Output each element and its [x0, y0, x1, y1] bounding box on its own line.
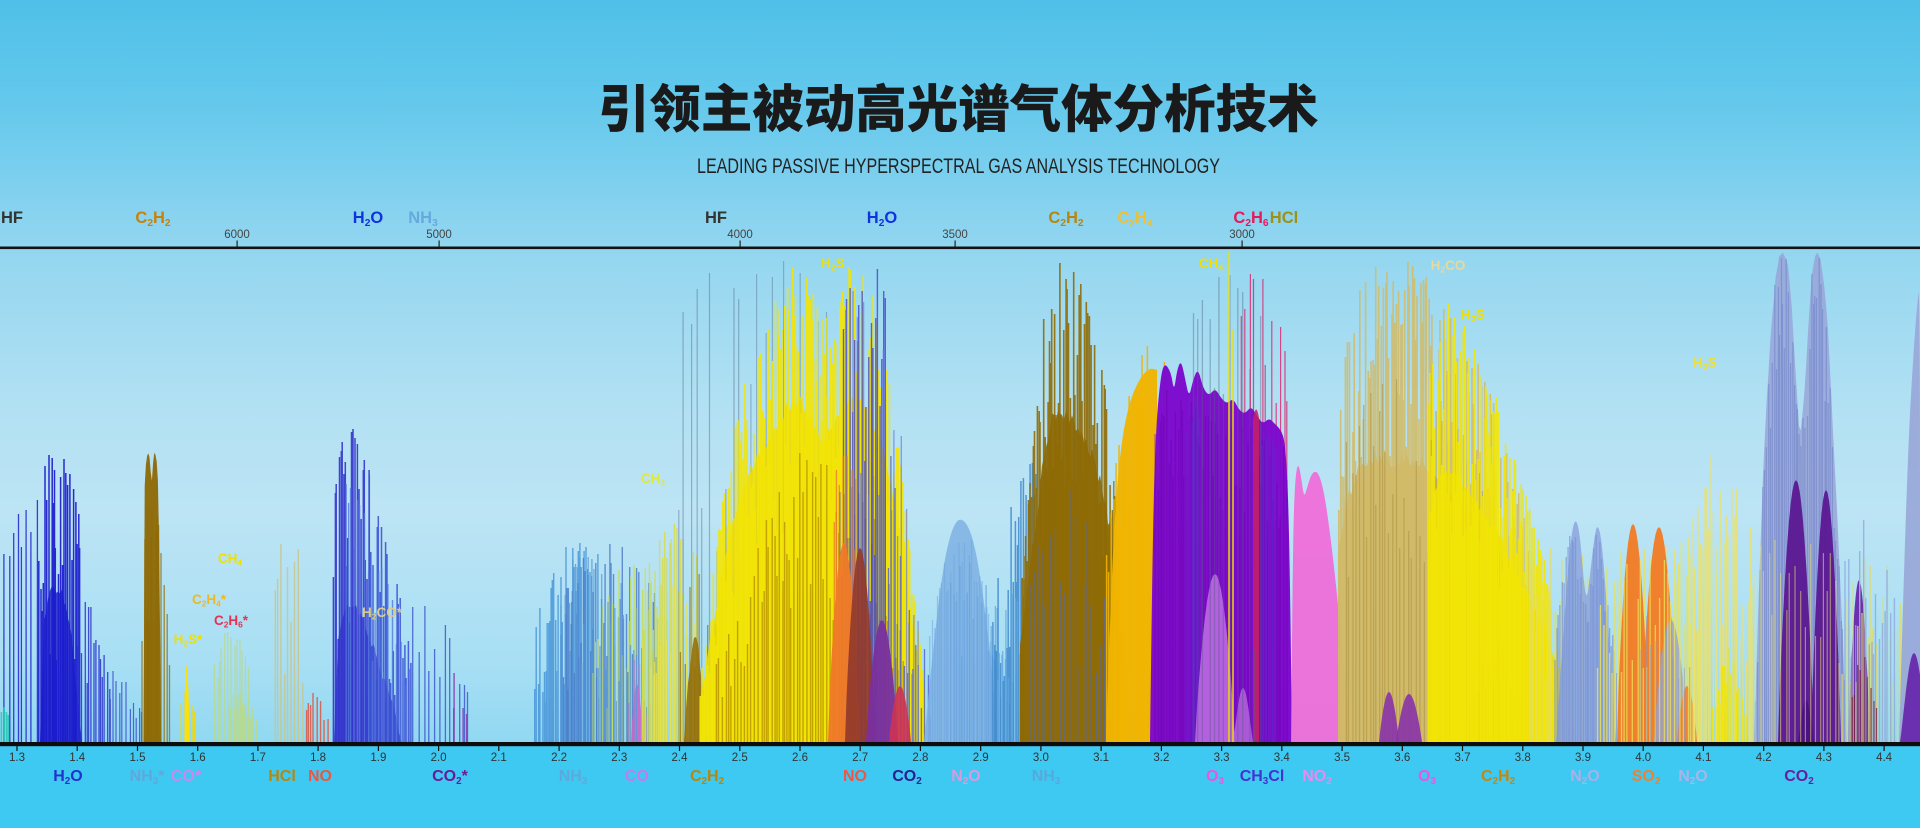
svg-text:H2​O: H2​O: [53, 768, 83, 787]
svg-text:3.0: 3.0: [1033, 752, 1049, 764]
svg-text:1.4: 1.4: [69, 752, 86, 764]
svg-text:H2​S: H2​S: [821, 256, 844, 272]
svg-text:2.4: 2.4: [672, 752, 689, 764]
svg-text:4000: 4000: [727, 229, 753, 241]
svg-text:C2​H6​: C2​H6​: [1233, 209, 1269, 229]
svg-text:H2​O: H2​O: [353, 209, 384, 229]
svg-text:3500: 3500: [942, 229, 968, 241]
svg-text:H2​S: H2​S: [1461, 307, 1484, 323]
svg-text:HCl: HCl: [268, 768, 296, 785]
svg-text:3.9: 3.9: [1575, 752, 1591, 764]
svg-text:2.2: 2.2: [551, 752, 567, 764]
svg-text:2.5: 2.5: [732, 752, 748, 764]
svg-text:2.7: 2.7: [852, 752, 868, 764]
svg-text:N2​O: N2​O: [1678, 768, 1708, 787]
svg-text:5000: 5000: [426, 229, 452, 241]
svg-text:H2​S: H2​S: [1693, 355, 1716, 371]
svg-text:3.4: 3.4: [1274, 752, 1291, 764]
svg-text:H2​O: H2​O: [867, 209, 898, 229]
svg-text:C2​H2​: C2​H2​: [135, 209, 171, 229]
svg-text:C2​H6​*: C2​H6​*: [214, 613, 249, 629]
svg-text:LEADING PASSIVE HYPERSPECTRAL: LEADING PASSIVE HYPERSPECTRAL GAS ANALYS…: [697, 154, 1220, 178]
svg-text:3.3: 3.3: [1214, 752, 1230, 764]
svg-text:1.8: 1.8: [310, 752, 326, 764]
svg-text:CO: CO: [625, 768, 649, 785]
svg-text:CH4​: CH4​: [1199, 256, 1224, 272]
svg-text:2.0: 2.0: [431, 752, 447, 764]
svg-text:C2​H4​*: C2​H4​*: [192, 592, 227, 608]
svg-text:NH3​: NH3​: [1032, 768, 1061, 787]
svg-text:HF: HF: [1, 209, 23, 227]
svg-text:SO2​: SO2​: [1632, 768, 1661, 787]
svg-text:4.4: 4.4: [1876, 752, 1893, 764]
svg-text:6000: 6000: [224, 229, 250, 241]
svg-text:2.1: 2.1: [491, 752, 507, 764]
svg-text:1.6: 1.6: [190, 752, 206, 764]
svg-text:3.5: 3.5: [1334, 752, 1350, 764]
svg-text:C2​H2​: C2​H2​: [690, 768, 725, 787]
svg-text:C2​H2​: C2​H2​: [1481, 768, 1516, 787]
svg-text:1.7: 1.7: [250, 752, 266, 764]
svg-text:3.6: 3.6: [1394, 752, 1410, 764]
svg-text:1.9: 1.9: [370, 752, 386, 764]
svg-text:C2​H4​: C2​H4​: [1117, 209, 1153, 229]
svg-text:4.0: 4.0: [1635, 752, 1651, 764]
svg-text:H2​CO: H2​CO: [1431, 258, 1466, 274]
svg-text:2.6: 2.6: [792, 752, 808, 764]
svg-text:NH3​: NH3​: [408, 209, 438, 229]
svg-text:CO*: CO*: [171, 768, 202, 785]
svg-text:2.3: 2.3: [611, 752, 627, 764]
svg-text:3.7: 3.7: [1455, 752, 1471, 764]
svg-text:3.8: 3.8: [1515, 752, 1531, 764]
svg-text:2.9: 2.9: [973, 752, 989, 764]
svg-text:NH3​*: NH3​*: [130, 768, 166, 787]
svg-text:3.1: 3.1: [1093, 752, 1109, 764]
svg-text:NO: NO: [308, 768, 332, 785]
svg-text:CO2​*: CO2​*: [432, 768, 469, 787]
svg-text:CH4​: CH4​: [641, 471, 666, 487]
svg-text:N2​O: N2​O: [1570, 768, 1600, 787]
svg-text:1.5: 1.5: [130, 752, 146, 764]
svg-text:NO: NO: [843, 768, 867, 785]
svg-text:N2​O: N2​O: [951, 768, 981, 787]
svg-text:H2​CO*: H2​CO*: [362, 605, 403, 621]
svg-text:CH4​: CH4​: [218, 551, 243, 567]
svg-text:NO2​: NO2​: [1302, 768, 1332, 787]
svg-text:3.2: 3.2: [1153, 752, 1169, 764]
svg-text:HCl: HCl: [1270, 209, 1298, 227]
svg-text:4.1: 4.1: [1695, 752, 1711, 764]
svg-text:C2​H2​: C2​H2​: [1048, 209, 1084, 229]
svg-text:2.8: 2.8: [912, 752, 928, 764]
svg-text:NH3​: NH3​: [559, 768, 588, 787]
svg-text:HF: HF: [705, 209, 727, 227]
svg-text:CO2​: CO2​: [1784, 768, 1814, 787]
svg-text:H2​S*: H2​S*: [174, 632, 203, 648]
svg-text:4.2: 4.2: [1756, 752, 1772, 764]
svg-text:4.3: 4.3: [1816, 752, 1832, 764]
svg-text:CO2​: CO2​: [892, 768, 922, 787]
svg-text:3000: 3000: [1229, 229, 1255, 241]
svg-text:1.3: 1.3: [9, 752, 25, 764]
svg-text:CH3​Cl: CH3​Cl: [1240, 768, 1285, 787]
